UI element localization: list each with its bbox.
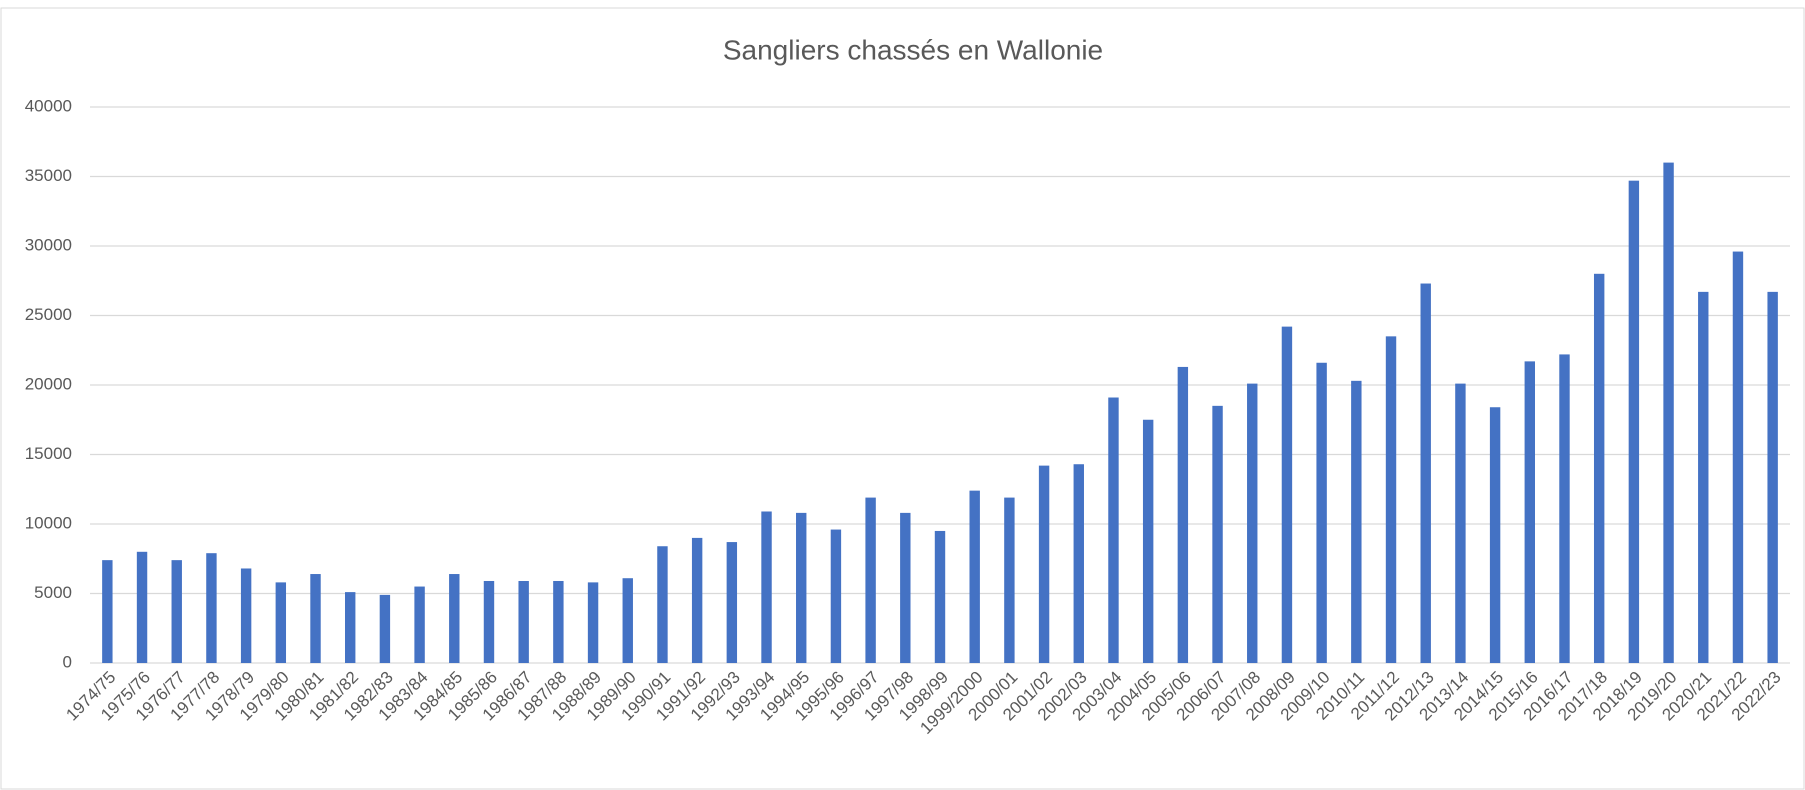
bar <box>414 586 425 663</box>
bar <box>379 594 391 663</box>
bar <box>934 530 946 663</box>
bar <box>900 512 911 663</box>
bar <box>345 592 356 663</box>
y-tick-label: 20000 <box>25 374 72 393</box>
y-tick-label: 35000 <box>25 166 72 185</box>
y-tick-label: 30000 <box>25 235 72 254</box>
bar <box>1420 283 1431 663</box>
y-tick-label: 40000 <box>25 96 72 115</box>
bar <box>1559 354 1570 663</box>
bar <box>1247 383 1258 663</box>
bar <box>865 497 876 663</box>
bar <box>622 578 633 663</box>
chart-title: Sangliers chassés en Wallonie <box>723 34 1103 65</box>
bar <box>1142 419 1154 663</box>
bar <box>518 580 529 663</box>
bar <box>275 582 287 663</box>
bar <box>1628 180 1640 664</box>
bar <box>1593 273 1605 663</box>
bar <box>830 529 842 663</box>
y-tick-label: 5000 <box>34 583 72 602</box>
bar <box>483 580 495 663</box>
bar <box>1038 465 1050 663</box>
bar <box>1385 336 1397 663</box>
bar <box>240 568 252 663</box>
bar <box>1455 383 1466 663</box>
bar <box>102 560 113 663</box>
bar <box>691 537 703 663</box>
bar <box>1281 326 1293 663</box>
bar <box>1316 362 1327 663</box>
bar <box>1351 380 1362 663</box>
bar <box>969 490 980 663</box>
bar <box>1698 291 1709 663</box>
y-tick-label: 25000 <box>25 305 72 324</box>
bar <box>136 551 148 663</box>
bar <box>1108 397 1119 663</box>
bar <box>796 512 807 663</box>
bar <box>761 511 772 663</box>
bar <box>726 542 738 663</box>
bar <box>1177 366 1189 663</box>
y-tick-label: 10000 <box>25 513 72 532</box>
bar <box>1004 497 1015 663</box>
y-tick-label: 15000 <box>25 444 72 463</box>
bar <box>310 574 321 663</box>
bar <box>1524 361 1535 663</box>
bar <box>553 580 564 663</box>
bar <box>171 560 182 663</box>
y-tick-label: 0 <box>63 652 72 671</box>
bar <box>657 546 668 663</box>
bar <box>587 582 599 663</box>
bar <box>206 553 217 663</box>
bar <box>1212 405 1223 663</box>
bar <box>1073 464 1084 663</box>
bar <box>449 574 460 663</box>
bar <box>1489 407 1501 663</box>
bar <box>1767 291 1778 663</box>
bar <box>1732 251 1744 663</box>
bar <box>1663 162 1674 663</box>
